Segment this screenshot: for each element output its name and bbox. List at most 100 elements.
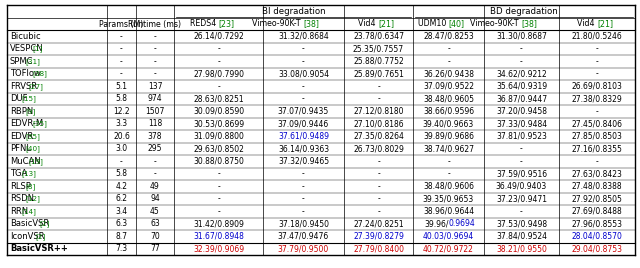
Text: -: - bbox=[302, 169, 305, 178]
Text: -: - bbox=[302, 182, 305, 191]
Text: VESPCN: VESPCN bbox=[10, 44, 44, 53]
Text: [40]: [40] bbox=[25, 145, 40, 152]
Text: 25.88/0.7752: 25.88/0.7752 bbox=[353, 57, 404, 66]
Text: -: - bbox=[154, 157, 156, 166]
Text: 27.12/0.8180: 27.12/0.8180 bbox=[353, 107, 404, 116]
Text: 27.92/0.8505: 27.92/0.8505 bbox=[572, 194, 623, 203]
Text: 27.24/0.8251: 27.24/0.8251 bbox=[353, 219, 404, 228]
Text: -: - bbox=[377, 182, 380, 191]
Text: 35.64/0.9319: 35.64/0.9319 bbox=[496, 82, 547, 91]
Text: 37.61/0.9489: 37.61/0.9489 bbox=[278, 132, 329, 141]
Text: [35]: [35] bbox=[32, 120, 47, 127]
Text: 27.48/0.8388: 27.48/0.8388 bbox=[572, 182, 622, 191]
Text: 27.98/0.7990: 27.98/0.7990 bbox=[193, 69, 244, 78]
Text: 38.96/0.9644: 38.96/0.9644 bbox=[423, 207, 474, 216]
Text: 37.09/0.9522: 37.09/0.9522 bbox=[423, 82, 474, 91]
Text: 37.09/0.9446: 37.09/0.9446 bbox=[278, 119, 329, 128]
Text: 26.73/0.8029: 26.73/0.8029 bbox=[353, 144, 404, 153]
Text: BD degradation: BD degradation bbox=[490, 7, 558, 16]
Text: 26.14/0.7292: 26.14/0.7292 bbox=[193, 32, 244, 41]
Text: -: - bbox=[377, 94, 380, 103]
Text: 27.38/0.8329: 27.38/0.8329 bbox=[572, 94, 622, 103]
Text: 70: 70 bbox=[150, 232, 160, 241]
Text: 29.04/0.8753: 29.04/0.8753 bbox=[572, 244, 623, 253]
Text: 28.63/0.8251: 28.63/0.8251 bbox=[193, 94, 244, 103]
Text: 40.72/0.9722: 40.72/0.9722 bbox=[423, 244, 474, 253]
Text: 37.23/0.9471: 37.23/0.9471 bbox=[496, 194, 547, 203]
Text: 27.69/0.8488: 27.69/0.8488 bbox=[572, 207, 622, 216]
Text: 26.69/0.8103: 26.69/0.8103 bbox=[572, 82, 623, 91]
Text: 37.20/0.9458: 37.20/0.9458 bbox=[496, 107, 547, 116]
Text: 27.10/0.8186: 27.10/0.8186 bbox=[353, 119, 404, 128]
Text: DUF: DUF bbox=[10, 94, 28, 103]
Text: -: - bbox=[154, 32, 156, 41]
Text: PFNL: PFNL bbox=[10, 144, 31, 153]
Text: 28.47/0.8253: 28.47/0.8253 bbox=[423, 32, 474, 41]
Text: -: - bbox=[520, 144, 523, 153]
Text: [13]: [13] bbox=[22, 170, 36, 177]
Text: 27.45/0.8406: 27.45/0.8406 bbox=[572, 119, 623, 128]
Text: 31.32/0.8684: 31.32/0.8684 bbox=[278, 32, 329, 41]
Text: 38.48/0.9605: 38.48/0.9605 bbox=[423, 94, 474, 103]
Text: 38.74/0.9627: 38.74/0.9627 bbox=[423, 144, 474, 153]
Text: -: - bbox=[377, 157, 380, 166]
Text: RLSP: RLSP bbox=[10, 182, 31, 191]
Text: -: - bbox=[596, 44, 598, 53]
Text: 118: 118 bbox=[148, 119, 162, 128]
Text: [31]: [31] bbox=[25, 58, 40, 65]
Text: Vimeo-90K-T: Vimeo-90K-T bbox=[252, 20, 303, 28]
Text: 37.47/0.9476: 37.47/0.9476 bbox=[278, 232, 329, 241]
Text: [21]: [21] bbox=[597, 20, 613, 28]
Text: 33.08/0.9054: 33.08/0.9054 bbox=[278, 69, 329, 78]
Text: UDM10: UDM10 bbox=[418, 20, 449, 28]
Text: Runtime (ms): Runtime (ms) bbox=[129, 20, 182, 28]
Text: -: - bbox=[302, 207, 305, 216]
Text: RBPN: RBPN bbox=[10, 107, 33, 116]
Text: -: - bbox=[217, 207, 220, 216]
Text: -: - bbox=[520, 207, 523, 216]
Text: 36.14/0.9363: 36.14/0.9363 bbox=[278, 144, 329, 153]
Text: 21.80/0.5246: 21.80/0.5246 bbox=[572, 32, 622, 41]
Text: -: - bbox=[377, 82, 380, 91]
Text: 27.35/0.8264: 27.35/0.8264 bbox=[353, 132, 404, 141]
Text: 37.07/0.9435: 37.07/0.9435 bbox=[278, 107, 329, 116]
Text: SPMC: SPMC bbox=[10, 57, 33, 66]
Text: 34.62/0.9212: 34.62/0.9212 bbox=[496, 69, 547, 78]
Text: -: - bbox=[520, 157, 523, 166]
Text: [23]: [23] bbox=[218, 20, 234, 28]
Text: 38.21/0.9550: 38.21/0.9550 bbox=[496, 244, 547, 253]
Text: 37.32/0.9465: 37.32/0.9465 bbox=[278, 157, 329, 166]
Text: BasicVSR: BasicVSR bbox=[10, 219, 49, 228]
Text: Vid4: Vid4 bbox=[577, 20, 597, 28]
Text: 31.67/0.8948: 31.67/0.8948 bbox=[193, 232, 244, 241]
Text: 23.78/0.6347: 23.78/0.6347 bbox=[353, 32, 404, 41]
Text: -: - bbox=[447, 169, 450, 178]
Text: -: - bbox=[154, 57, 156, 66]
Text: REDS4: REDS4 bbox=[189, 20, 218, 28]
Text: -: - bbox=[217, 44, 220, 53]
Text: -: - bbox=[596, 69, 598, 78]
Text: EDVR-M: EDVR-M bbox=[10, 119, 43, 128]
Text: 36.87/0.9447: 36.87/0.9447 bbox=[496, 94, 547, 103]
Text: 31.09/0.8800: 31.09/0.8800 bbox=[193, 132, 244, 141]
Text: Vid4: Vid4 bbox=[358, 20, 378, 28]
Text: [38]: [38] bbox=[303, 20, 319, 28]
Text: [19]: [19] bbox=[29, 158, 44, 165]
Text: 77: 77 bbox=[150, 244, 160, 253]
Text: [40]: [40] bbox=[449, 20, 465, 28]
Text: TOFlow: TOFlow bbox=[10, 69, 41, 78]
Text: 38.66/0.9596: 38.66/0.9596 bbox=[423, 107, 474, 116]
Text: 39.40/0.9663: 39.40/0.9663 bbox=[423, 119, 474, 128]
Text: -: - bbox=[596, 57, 598, 66]
Text: -: - bbox=[120, 69, 123, 78]
Text: 25.89/0.7651: 25.89/0.7651 bbox=[353, 69, 404, 78]
Text: -: - bbox=[447, 44, 450, 53]
Text: -: - bbox=[520, 44, 523, 53]
Text: -: - bbox=[447, 57, 450, 66]
Text: 6.2: 6.2 bbox=[115, 194, 127, 203]
Text: MuCAN: MuCAN bbox=[10, 157, 40, 166]
Text: [12]: [12] bbox=[25, 195, 40, 202]
Text: -: - bbox=[302, 44, 305, 53]
Text: [27]: [27] bbox=[29, 83, 44, 90]
Text: -: - bbox=[120, 157, 123, 166]
